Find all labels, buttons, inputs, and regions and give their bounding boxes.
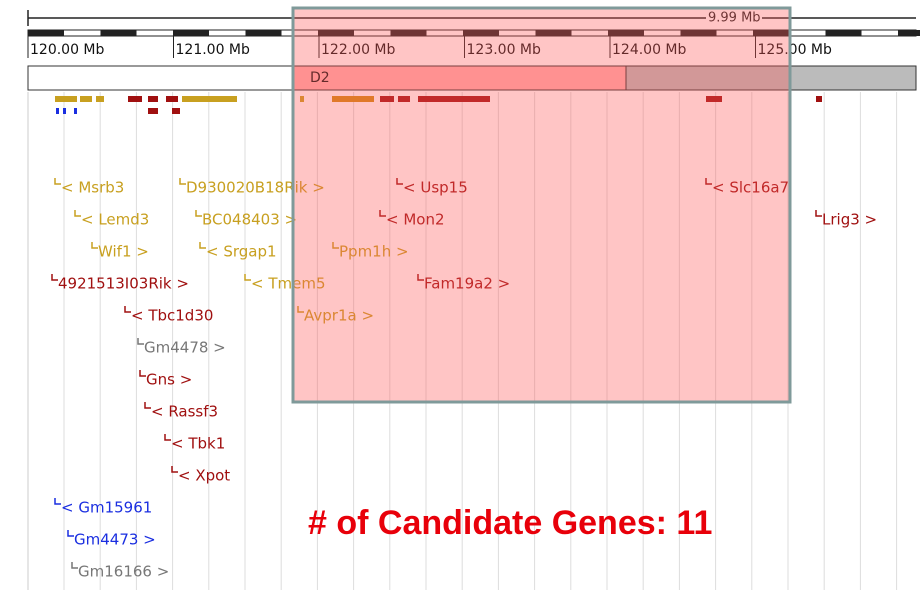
feature — [398, 96, 410, 102]
gene-label: < Xpot — [178, 467, 230, 485]
feature — [706, 96, 722, 102]
gene-label: Lrig3 > — [822, 211, 877, 229]
gene-tss — [199, 242, 206, 249]
gene-label: Gm4478 > — [144, 339, 226, 357]
gene-tss — [74, 210, 81, 217]
gene-label: < Lemd3 — [81, 211, 149, 229]
band-next — [625, 65, 917, 91]
gene-tss — [705, 178, 712, 185]
gene-label: < Srgap1 — [206, 243, 277, 261]
feature — [55, 96, 77, 102]
genes: < Msrb3 D930020B18Rik > < Usp15 < Slc16a7 < … — [51, 178, 877, 581]
gene-tss — [144, 402, 151, 409]
feature — [74, 108, 77, 114]
grid — [27, 92, 898, 590]
gene-tss — [124, 306, 131, 313]
ruler-label: 124.00 Mb — [612, 42, 687, 58]
ruler-segment — [535, 30, 572, 36]
feature — [380, 96, 394, 102]
ruler-segment — [898, 30, 920, 36]
gene-tss — [71, 562, 78, 569]
ruler-label: 122.00 Mb — [321, 42, 396, 58]
gene-tss — [51, 274, 58, 281]
gene-label: 4921513I03Rik > — [58, 275, 189, 293]
ruler-label: 121.00 Mb — [176, 42, 251, 58]
ruler-segment — [463, 30, 499, 36]
feature — [166, 96, 178, 102]
gene-tss — [137, 338, 144, 345]
gene-label: Avpr1a > — [304, 307, 374, 325]
gene-tss — [815, 210, 822, 217]
feature — [63, 108, 66, 114]
gene-label: < Slc16a7 — [712, 179, 789, 197]
gene-label: Fam19a2 > — [424, 275, 510, 293]
feature — [300, 96, 304, 102]
gene-tss — [139, 370, 146, 377]
gene-tss — [171, 466, 178, 473]
gene-tss — [244, 274, 251, 281]
gene-tss — [297, 306, 304, 313]
gene-tss — [195, 210, 202, 217]
annotation: # of Candidate Genes: 11 — [308, 504, 712, 542]
gene-tss — [164, 434, 171, 441]
gene-label: < Tbk1 — [171, 435, 225, 453]
gene-tss — [332, 242, 339, 249]
feature — [418, 96, 490, 102]
gene-tss — [54, 178, 61, 185]
feature — [148, 96, 158, 102]
gene-label: < Tbc1d30 — [131, 307, 213, 325]
gene-label: BC048403 > — [202, 211, 297, 229]
gene-label: Gm16166 > — [78, 563, 169, 581]
gene-label: D930020B18Rik > — [186, 179, 325, 197]
band-label: D2 — [310, 70, 330, 86]
ruler-segment — [390, 30, 427, 36]
gene-tss — [91, 242, 98, 249]
ruler-label: 120.00 Mb — [30, 42, 105, 58]
gene-tss — [379, 210, 386, 217]
feature — [80, 96, 92, 102]
gene-label: < Gm15961 — [61, 499, 152, 517]
ruler-segment — [680, 30, 717, 36]
scale-label: 9.99 Mb — [708, 11, 761, 26]
gene-tss — [396, 178, 403, 185]
scale-label-bg — [706, 10, 762, 26]
gene-label: < Msrb3 — [61, 179, 124, 197]
gene-label: < Tmem5 — [251, 275, 326, 293]
gene-tss — [179, 178, 186, 185]
feature — [56, 108, 59, 114]
features — [55, 96, 822, 114]
ruler-label: 125.00 Mb — [758, 42, 833, 58]
feature — [148, 108, 158, 114]
ruler-segment — [825, 30, 862, 36]
feature — [96, 96, 104, 102]
feature — [816, 96, 822, 102]
gene-label: < Mon2 — [386, 211, 445, 229]
ruler-segment — [245, 30, 282, 36]
gene-label: < Usp15 — [403, 179, 468, 197]
gene-tss — [417, 274, 424, 281]
ruler-segment — [100, 30, 137, 36]
gene-label: < Rassf3 — [151, 403, 218, 421]
ruler-segment — [173, 30, 209, 36]
ruler-segment — [608, 30, 644, 36]
feature — [172, 108, 180, 114]
gene-label: Gns > — [146, 371, 192, 389]
ruler-segment — [318, 30, 354, 36]
feature — [128, 96, 142, 102]
gene-tss — [67, 530, 74, 537]
gene-label: Ppm1h > — [339, 243, 409, 261]
ruler: 120.00 Mb 121.00 Mb 122.00 Mb 123.00 Mb 124.… — [27, 29, 920, 58]
ruler-label: 123.00 Mb — [467, 42, 542, 58]
ruler-segment — [753, 30, 789, 36]
selection-highlight — [291, 6, 792, 404]
feature — [182, 96, 237, 102]
gene-label: Wif1 > — [98, 243, 149, 261]
ruler-segment — [28, 30, 64, 36]
feature — [332, 96, 374, 102]
gene-tss — [54, 498, 61, 505]
gene-label: Gm4473 > — [74, 531, 156, 549]
